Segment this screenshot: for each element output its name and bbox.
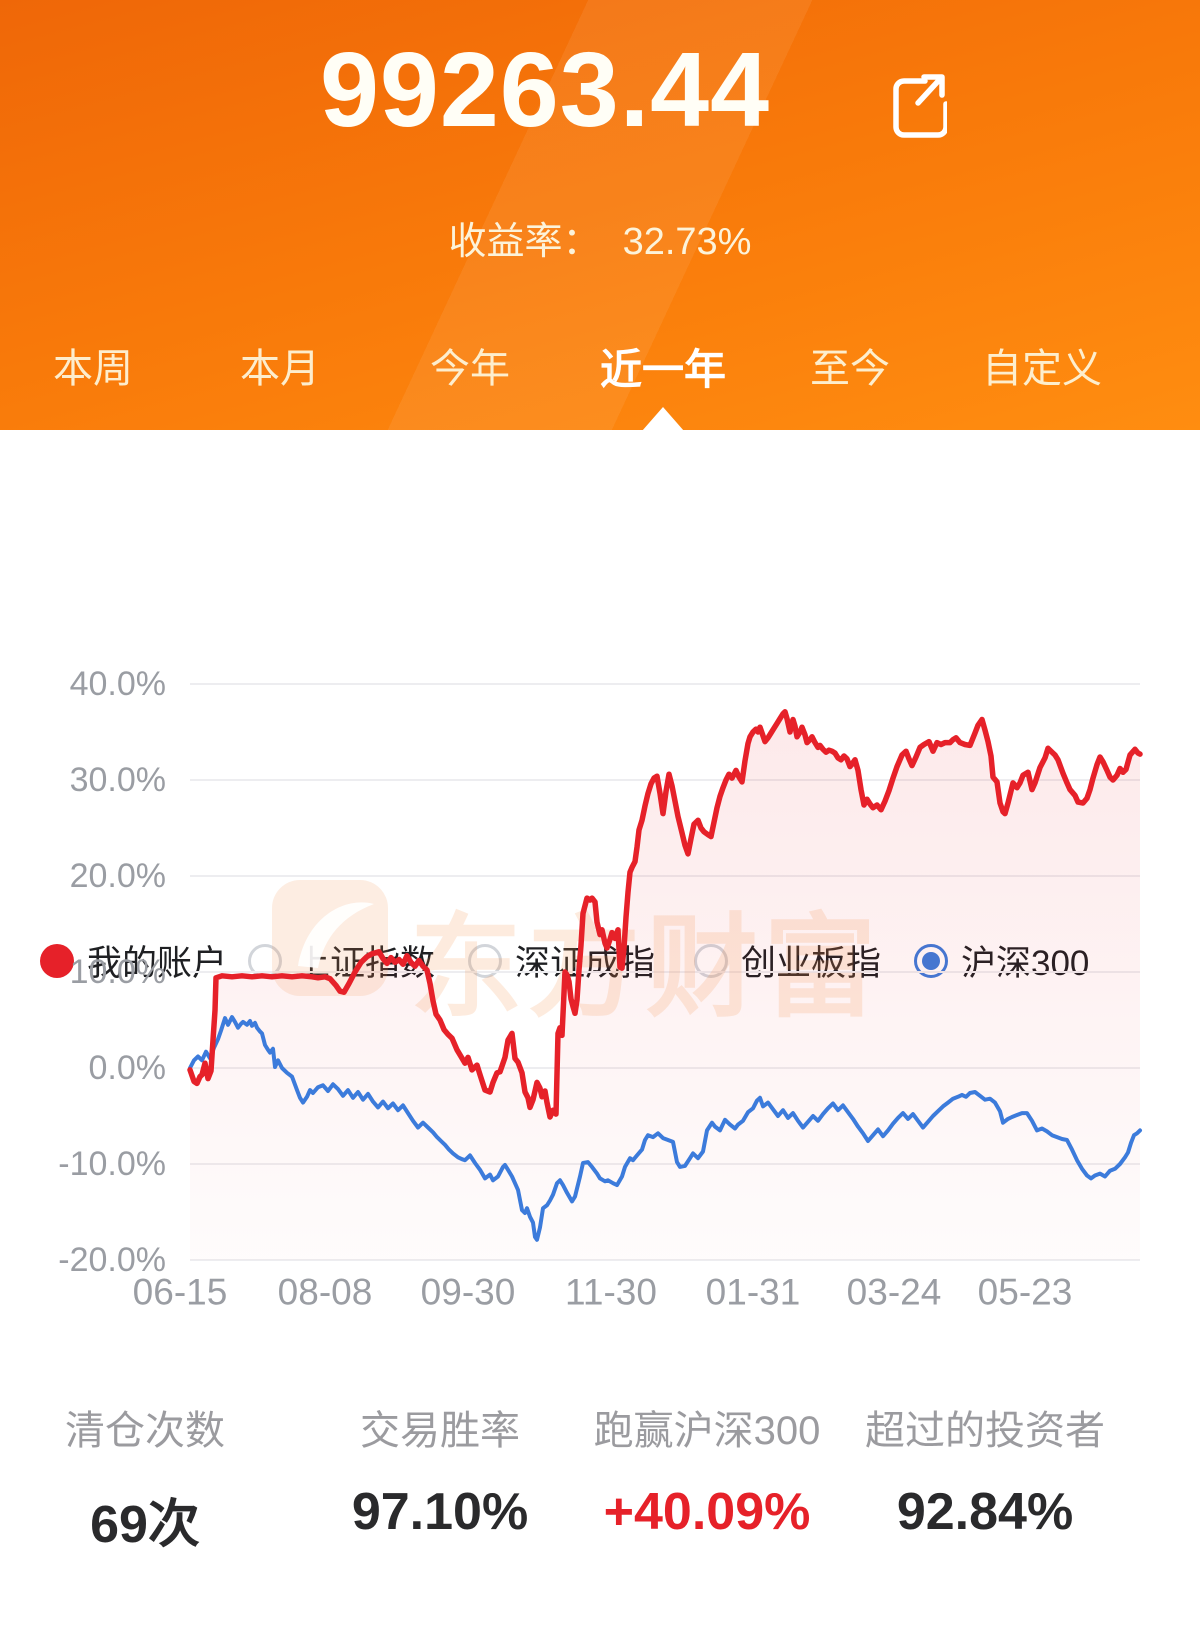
series-line-csi300 (188, 1015, 1142, 1242)
total-asset-value: 99263.44 (319, 31, 771, 149)
y-axis-tick-label: 20.0% (70, 857, 166, 895)
x-axis-tick-label: 08-08 (278, 1272, 373, 1313)
tab-this-week[interactable]: 本周 (53, 347, 133, 391)
stat-beat-investors: 超过的投资者 92.84% (865, 1398, 1105, 1542)
y-axis-tick-label: 0.0% (89, 1049, 167, 1087)
tab-this-year[interactable]: 今年 (430, 347, 510, 391)
external-link-icon (893, 74, 949, 138)
x-axis-tick-label: 05-23 (978, 1272, 1073, 1313)
y-axis-tick-label: 30.0% (70, 761, 166, 799)
legend-item-my-account[interactable]: 我的账户 (40, 935, 227, 986)
stat-clear-count: 清仓次数 69次 (65, 1398, 225, 1557)
selected-tab-caret (642, 407, 684, 430)
performance-chart: 40.0% 30.0% 20.0% 10.0% 0.0% -10.0% -20.0%06-1… (58, 665, 1143, 1313)
y-axis-tick-label: -20.0% (58, 1241, 166, 1279)
tab-this-month[interactable]: 本月 (240, 347, 320, 391)
stat-value: 92.84% (896, 1483, 1074, 1541)
y-axis-tick-label: 40.0% (70, 665, 166, 703)
page-header: 99263.44 收益率： 32.73% 本周 本月 今年 近一年 至今 自定义 (0, 0, 1200, 430)
x-axis-tick-label: 01-31 (706, 1272, 801, 1313)
stat-label: 超过的投资者 (865, 1409, 1105, 1453)
tab-past-year[interactable]: 近一年 (599, 346, 727, 393)
tab-custom[interactable]: 自定义 (982, 347, 1102, 391)
share-button[interactable] (891, 70, 949, 140)
tab-to-date[interactable]: 至今 (810, 347, 890, 391)
stat-value: 69次 (90, 1496, 200, 1554)
series-legend: 我的账户 上证指数 深证成指 创业板指 沪深300 (0, 430, 1200, 983)
watermark-eastmoney: 东方财富 (272, 880, 882, 1030)
svg-text:东方财富: 东方财富 (410, 905, 882, 1030)
return-rate-label: 收益率： (448, 221, 601, 263)
red-dot-icon (40, 943, 74, 978)
stat-label: 跑赢沪深300 (593, 1409, 821, 1453)
series-line-my-account (187, 709, 1143, 1120)
stat-label: 交易胜率 (360, 1409, 520, 1453)
x-axis-tick-label: 03-24 (847, 1272, 942, 1313)
stat-value: 97.10% (351, 1483, 529, 1541)
stat-beat-csi300: 跑赢沪深300 +40.09% (594, 1398, 821, 1542)
stat-value: +40.09% (603, 1483, 811, 1541)
x-axis-tick-label: 09-30 (421, 1272, 516, 1313)
y-axis-tick-label: 10.0% (70, 953, 166, 991)
x-axis-tick-label: 06-15 (133, 1272, 228, 1313)
return-rate-row: 收益率： 32.73% (0, 210, 1200, 265)
y-axis-tick-label: -10.0% (58, 1145, 166, 1183)
stat-win-rate: 交易胜率 97.10% (352, 1398, 528, 1542)
header-gradient-sheen (0, 0, 1200, 430)
x-axis-tick-label: 11-30 (565, 1272, 657, 1313)
chart-section: 40.0% 30.0% 20.0% 10.0% 0.0% -10.0% -20.0% 06-1… (0, 580, 1200, 1340)
stat-label: 清仓次数 (65, 1409, 225, 1453)
return-rate-value: 32.73% (622, 221, 752, 263)
